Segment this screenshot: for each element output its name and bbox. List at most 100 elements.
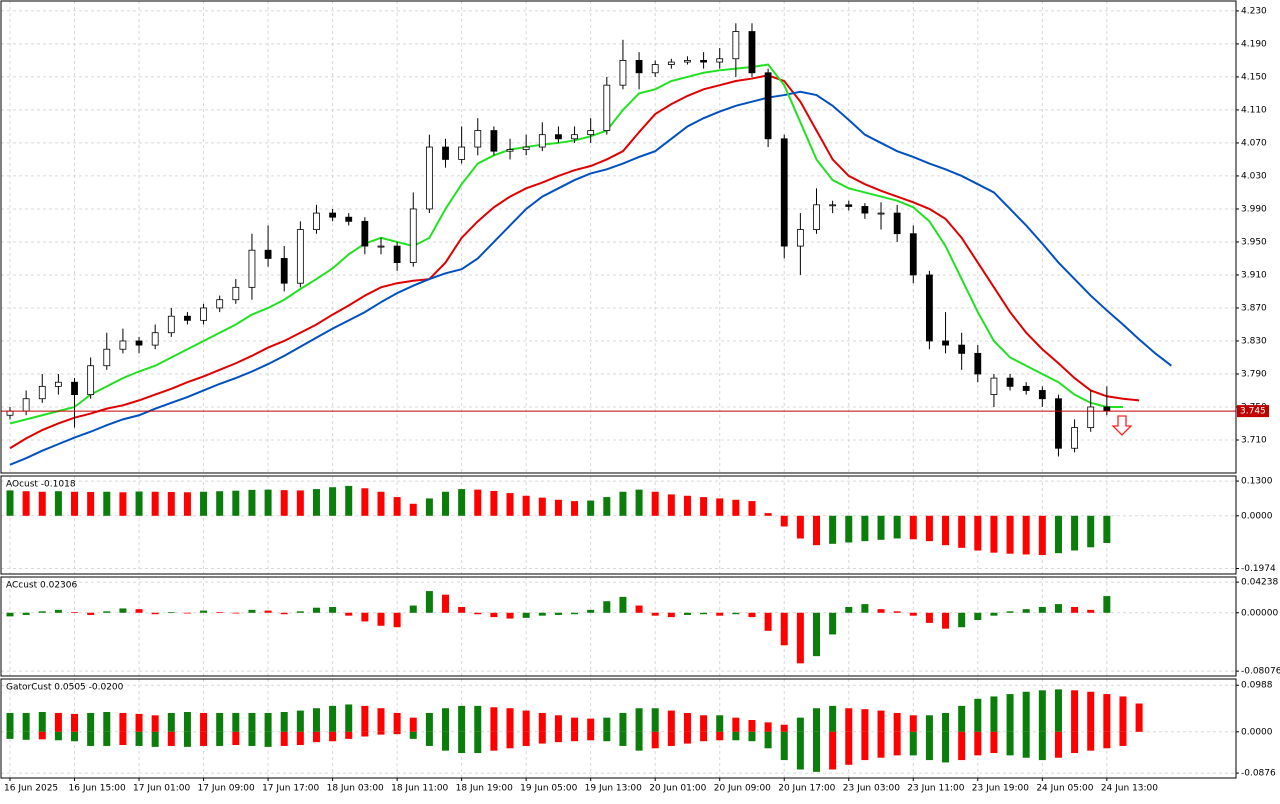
candle-body — [635, 60, 643, 74]
alligator-line — [9, 74, 1140, 450]
histogram-bar — [764, 612, 772, 631]
candle-body — [1022, 385, 1030, 391]
candle-body — [619, 60, 627, 86]
histogram-bar — [748, 612, 756, 618]
gator-upper-bar — [796, 717, 804, 732]
y-tick-label: 0.0988 — [1241, 681, 1273, 691]
gator-upper-bar — [361, 705, 369, 732]
gator-lower-bar — [135, 731, 143, 746]
candle-body — [442, 146, 449, 160]
candle-body — [942, 340, 949, 346]
y-tick-label: 4.150 — [1241, 72, 1267, 82]
candle-body — [571, 134, 578, 140]
histogram-bar — [232, 612, 240, 614]
histogram-bar — [554, 612, 562, 615]
gator-lower-bar — [942, 731, 950, 763]
histogram-bar — [312, 489, 320, 516]
histogram-bar — [216, 612, 224, 613]
gator-lower-bar — [764, 731, 772, 749]
histogram-bar — [651, 491, 659, 516]
gator-lower-bar — [990, 731, 998, 754]
gator-lower-bar — [6, 731, 14, 739]
candle-body — [280, 258, 288, 284]
histogram-bar — [700, 612, 708, 615]
gator-upper-bar — [1006, 694, 1014, 732]
gator-upper-bar — [1135, 703, 1143, 732]
y-tick-label: 3.910 — [1241, 270, 1267, 280]
gator-lower-bar — [571, 731, 579, 742]
histogram-bar — [942, 612, 950, 629]
gator-upper-bar — [458, 705, 466, 732]
gator-upper-bar — [377, 708, 385, 732]
histogram-bar — [458, 489, 466, 516]
candle-body — [409, 208, 417, 263]
y-tick-label: 4.190 — [1241, 39, 1267, 49]
histogram-bar — [1022, 515, 1030, 555]
histogram-bar — [619, 491, 627, 516]
histogram-bar — [216, 491, 224, 516]
gator-upper-bar — [893, 712, 901, 732]
gator-lower-bar — [490, 731, 498, 751]
x-tick-label: 20 Jun 17:00 — [778, 784, 835, 794]
x-tick-label: 16 Jun 2025 — [4, 784, 58, 794]
histogram-bar — [958, 515, 966, 548]
histogram-bar — [587, 609, 595, 613]
histogram-bar — [603, 601, 611, 613]
candle-body — [700, 60, 707, 63]
gator-lower-bar — [22, 731, 30, 740]
histogram-bar — [474, 612, 482, 615]
gator-lower-bar — [312, 731, 320, 743]
histogram-bar — [813, 612, 820, 657]
candle-body — [893, 212, 901, 235]
sell-signal-arrow — [1111, 415, 1133, 436]
x-tick-label: 19 Jun 05:00 — [520, 784, 577, 794]
histogram-bar — [54, 491, 62, 516]
gator-lower-bar — [845, 731, 853, 765]
y-tick-label: -0.0876 — [1241, 769, 1276, 779]
x-tick-label: 23 Jun 19:00 — [972, 784, 1029, 794]
gator-lower-bar — [377, 731, 385, 735]
histogram-bar — [54, 609, 62, 613]
last-price-label: 3.745 — [1240, 407, 1266, 417]
y-tick-label: 3.830 — [1241, 336, 1267, 346]
gator-upper-bar — [603, 717, 611, 732]
candle-body — [555, 134, 562, 140]
gator-upper-bar — [38, 712, 46, 732]
candle-body — [603, 84, 611, 131]
histogram-bar — [619, 596, 627, 613]
histogram-bar — [458, 606, 466, 613]
candle-body — [71, 381, 78, 396]
candle-body — [587, 130, 595, 136]
gator-lower-bar — [716, 731, 724, 741]
gator-upper-bar — [990, 696, 998, 732]
gator-lower-bar — [861, 731, 869, 761]
gator-lower-bar — [925, 731, 933, 761]
histogram-bar — [103, 611, 111, 613]
histogram-bar — [377, 491, 385, 516]
histogram-bar — [345, 612, 353, 616]
candle-body — [684, 60, 691, 63]
histogram-bar — [38, 491, 46, 516]
gator-upper-bar — [312, 708, 320, 732]
candle-body — [732, 31, 740, 60]
panel-frame — [0, 0, 1237, 474]
histogram-bar — [958, 612, 966, 628]
histogram-bar — [425, 591, 433, 613]
gator-upper-bar — [1103, 694, 1111, 732]
histogram-bar — [22, 491, 30, 516]
histogram-bar — [909, 515, 917, 540]
gator-upper-bar — [780, 724, 788, 732]
x-tick-label: 17 Jun 09:00 — [198, 784, 255, 794]
gator-upper-bar — [522, 710, 530, 732]
gator-upper-bar — [296, 710, 304, 732]
panel-title: AOcust -0.1018 — [6, 480, 76, 490]
gator-upper-bar — [587, 718, 595, 732]
histogram-bar — [796, 612, 804, 664]
candle-body — [167, 315, 175, 334]
histogram-bar — [1022, 609, 1030, 613]
histogram-bar — [893, 611, 901, 613]
histogram-bar — [119, 608, 127, 613]
gator-upper-bar — [442, 708, 450, 732]
